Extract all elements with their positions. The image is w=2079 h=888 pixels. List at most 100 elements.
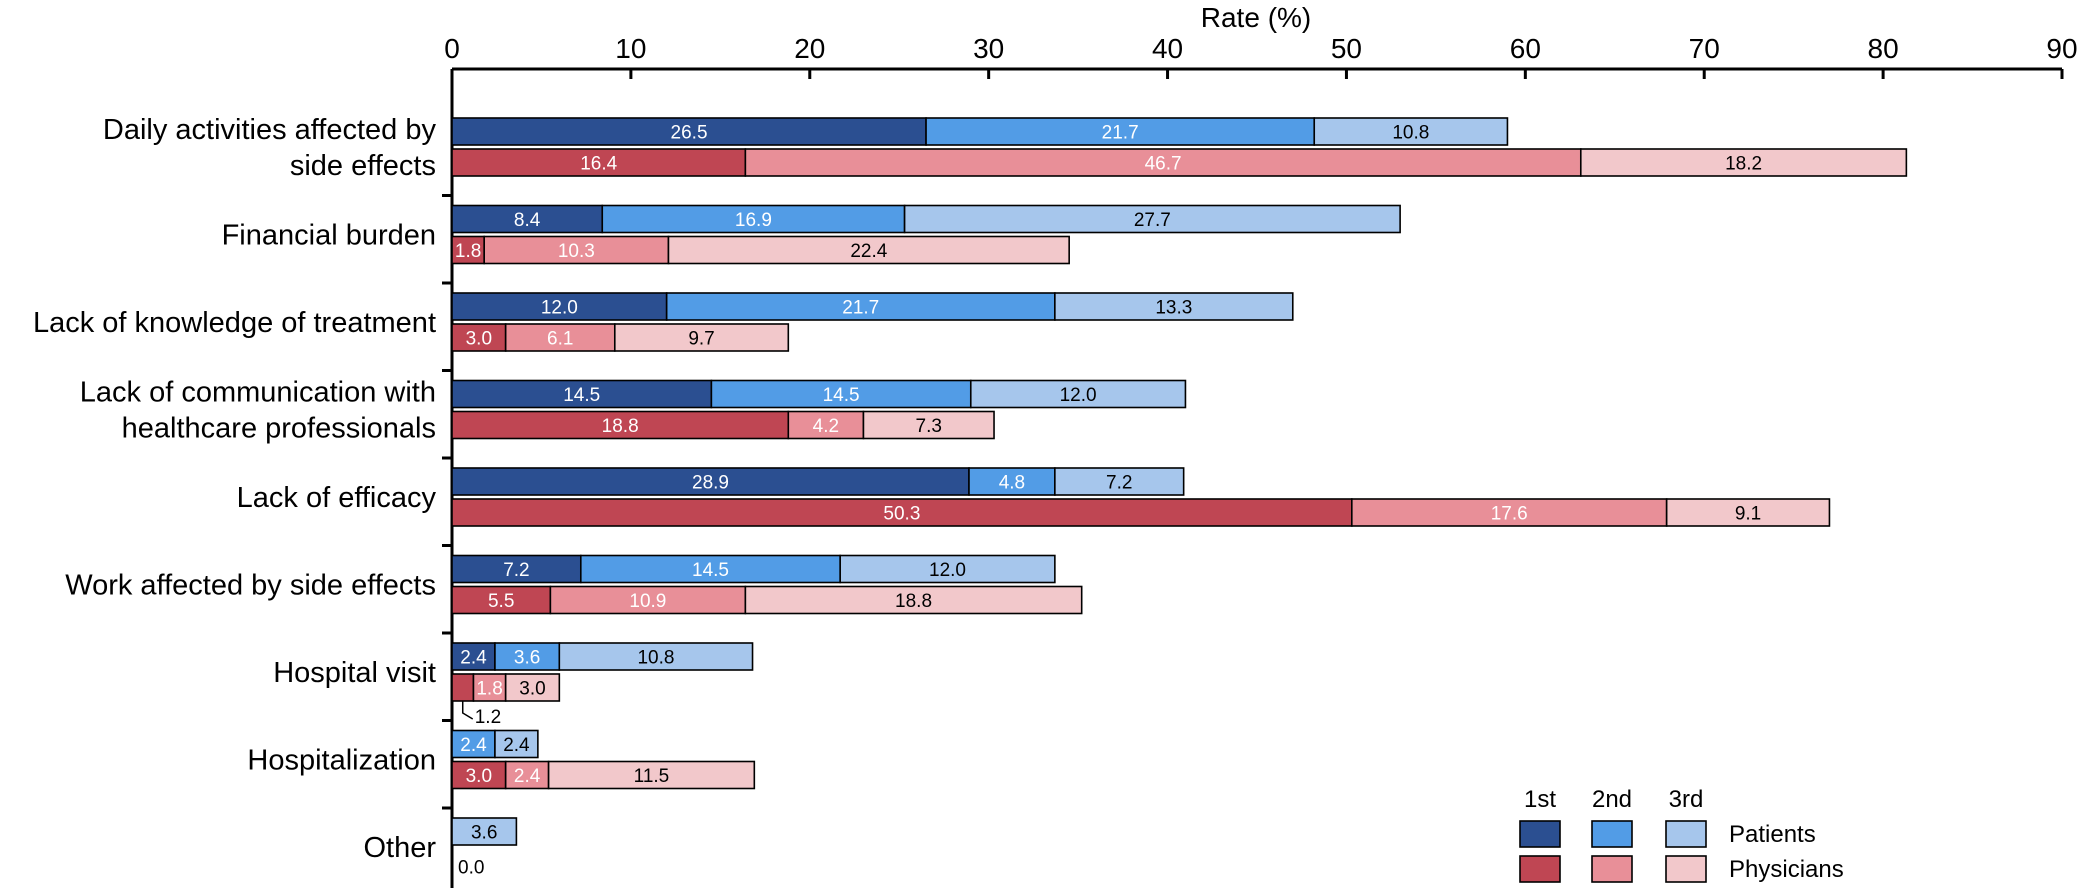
bar-physicians-3rd (504, 673, 561, 702)
category-label-line: Hospitalization (247, 745, 436, 777)
bar-value-label: 13.3 (1155, 298, 1192, 319)
category-label-line: Daily activities affected by (103, 114, 437, 146)
bar-physicians-1st (451, 760, 507, 790)
x-axis-title: Rate (%) (1201, 2, 1311, 33)
bar-value-label: 1.8 (476, 679, 502, 700)
bar-value-label: 1.2 (475, 707, 501, 728)
bar-value-label: 3.0 (466, 766, 492, 787)
bar-value-label: 50.3 (883, 504, 920, 525)
x-tick-label: 40 (1152, 33, 1183, 64)
bar-value-label: 46.7 (1145, 154, 1182, 175)
bar-patients-3rd (1313, 117, 1509, 146)
bar-value-label: 10.3 (558, 241, 595, 262)
bar-value-label: 7.2 (503, 560, 529, 581)
category-label: Lack of communication with healthcare pro… (80, 377, 436, 445)
legend-swatch (1665, 820, 1707, 848)
category-label: Lack of efficacy (237, 482, 437, 514)
bar-patients-1st (451, 379, 713, 409)
x-axis: 0 10 20 30 40 50 60 70 80 90 (444, 33, 2078, 79)
bar-value-label: 0.0 (458, 858, 484, 879)
bar-value-label: 14.5 (692, 560, 729, 581)
category-label-line: Other (363, 832, 436, 864)
bar-value-label: 2.4 (514, 766, 541, 787)
bar-value-label: 21.7 (1102, 123, 1139, 144)
bar-physicians-3rd (667, 235, 1070, 265)
bar-patients-3rd (494, 729, 539, 759)
bar-physicians-1st (451, 585, 552, 615)
bar-patients-3rd (839, 554, 1056, 584)
bar-patients-2nd (451, 729, 496, 759)
bar-value-label: 26.5 (671, 123, 708, 144)
bar-patients-3rd (558, 642, 754, 671)
bar-value-label: 6.1 (547, 329, 573, 350)
bar-patients-2nd (579, 554, 841, 584)
category-label-line: Hospital visit (273, 657, 436, 689)
bar-value-label: 3.0 (466, 329, 492, 350)
legend-swatch (1591, 820, 1633, 848)
x-tick-label: 80 (1868, 33, 1899, 64)
bar-value-label: 12.0 (929, 560, 966, 581)
legend-header: 2nd (1592, 786, 1632, 813)
category-label-line: Work affected by side effects (65, 570, 436, 602)
legend-swatch (1519, 855, 1561, 883)
bar-patients-2nd (968, 467, 1056, 496)
category-label-line: Financial burden (222, 220, 436, 252)
bar-value-label: 10.8 (637, 648, 674, 669)
category-label-line: Lack of knowledge of treatment (33, 307, 436, 339)
category-label-line: side effects (290, 150, 436, 182)
bar-physicians-2nd (504, 323, 616, 352)
bar-value-label: 9.7 (688, 329, 714, 350)
bar-patients-2nd (925, 117, 1316, 146)
bar-value-label: 8.4 (514, 210, 541, 231)
legend-swatch (1519, 820, 1561, 848)
bar-patients-1st (451, 642, 496, 671)
bar-value-label: 22.4 (850, 241, 887, 262)
category-label: Hospitalization (247, 745, 436, 777)
x-tick-label: 20 (794, 33, 825, 64)
bar-physicians-3rd (613, 323, 790, 352)
bar-value-label: 21.7 (842, 298, 879, 319)
bar-patients-3rd (1054, 292, 1294, 321)
bar-value-label: 2.4 (503, 735, 530, 756)
legend: 1st 2nd 3rd Patients Physicians (1519, 786, 1844, 883)
category-label: Lack of knowledge of treatment (33, 307, 436, 339)
bar-patients-1st (451, 117, 927, 146)
category-label: Other (363, 832, 436, 864)
bar-value-label: 9.1 (1735, 504, 1761, 525)
bar-value-label: 10.8 (1392, 123, 1429, 144)
bar-value-label: 16.4 (580, 154, 617, 175)
bar-value-label: 12.0 (1060, 385, 1097, 406)
bar-value-label: 4.8 (999, 473, 1025, 494)
bar-physicians-3rd (862, 410, 995, 440)
bar-value-label: 18.8 (895, 591, 932, 612)
bar-patients-3rd (451, 817, 518, 846)
bar-value-label: 18.2 (1725, 154, 1762, 175)
legend-label: Physicians (1729, 856, 1844, 883)
x-tick-label: 50 (1331, 33, 1362, 64)
bar-patients-2nd (601, 204, 906, 234)
bar-value-label: 3.0 (519, 679, 545, 700)
bar-value-label: 2.4 (460, 648, 487, 669)
bar-value-label: 12.0 (541, 298, 578, 319)
bar-patients-3rd (969, 379, 1187, 409)
bar-value-label: 10.9 (629, 591, 666, 612)
bar-value-label: 11.5 (634, 766, 670, 787)
bar-value-label: 14.5 (823, 385, 860, 406)
bar-patients-3rd (903, 204, 1401, 234)
x-tick-label: 10 (615, 33, 646, 64)
y-axis: Daily activities affected by side effects… (33, 69, 454, 888)
x-tick-label: 0 (444, 33, 460, 64)
bar-value-label: 3.6 (471, 823, 497, 844)
bar-value-label: 3.6 (514, 648, 540, 669)
x-tick-label: 70 (1689, 33, 1720, 64)
bar-patients-1st (451, 467, 970, 496)
bars: 26.5 21.7 10.8 16.4 46.7 18.2 8.4 16.9 27.7 1.8 10… (451, 117, 1908, 879)
legend-swatch (1665, 855, 1707, 883)
bar-physicians-3rd (744, 585, 1083, 615)
bar-patients-3rd (1054, 467, 1185, 496)
bar-patients-2nd (665, 292, 1056, 321)
bar-value-label: 2.4 (460, 735, 487, 756)
legend-header: 1st (1524, 786, 1556, 813)
bar-physicians-1st (451, 410, 790, 440)
